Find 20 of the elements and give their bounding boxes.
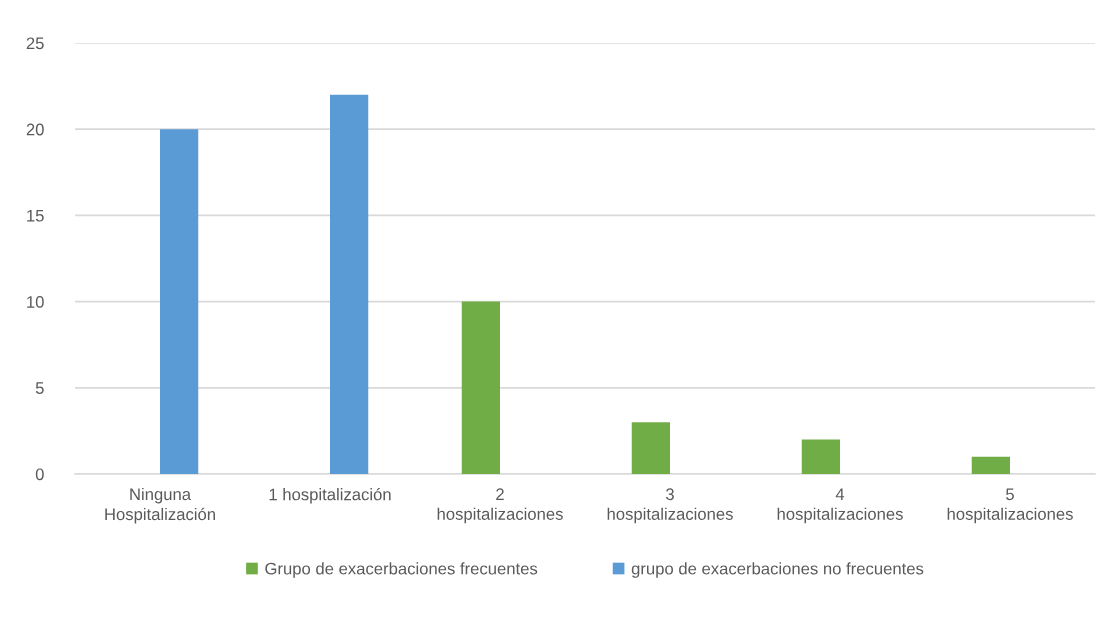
y-tick-label: 15 — [27, 209, 44, 222]
x-tick-label: 4 hospitalizaciones — [777, 488, 903, 524]
x-tick-label: 3 hospitalizaciones — [607, 488, 733, 524]
legend-label: Grupo de exacerbaciones frecuentes — [265, 562, 538, 578]
bar — [330, 94, 369, 474]
y-tick-label: 0 — [35, 468, 44, 481]
y-tick-label: 25 — [26, 37, 44, 50]
legend-label: grupo de exacerbaciones no frecuentes — [631, 562, 924, 578]
bar — [971, 456, 1010, 474]
bar — [461, 301, 500, 474]
x-tick-label: Ninguna Hospitalización — [105, 487, 215, 524]
x-tick-label: 2 hospitalizaciones — [437, 488, 563, 524]
y-tick-label: 10 — [27, 296, 44, 308]
bar — [160, 129, 199, 474]
y-tick-label: 5 — [35, 382, 44, 394]
bar — [631, 422, 670, 474]
y-tick-label: 20 — [26, 123, 44, 136]
x-tick-label: 1 hospitalización — [269, 487, 391, 504]
x-tick-label: 5 hospitalizaciones — [947, 488, 1073, 524]
bar — [801, 439, 840, 474]
